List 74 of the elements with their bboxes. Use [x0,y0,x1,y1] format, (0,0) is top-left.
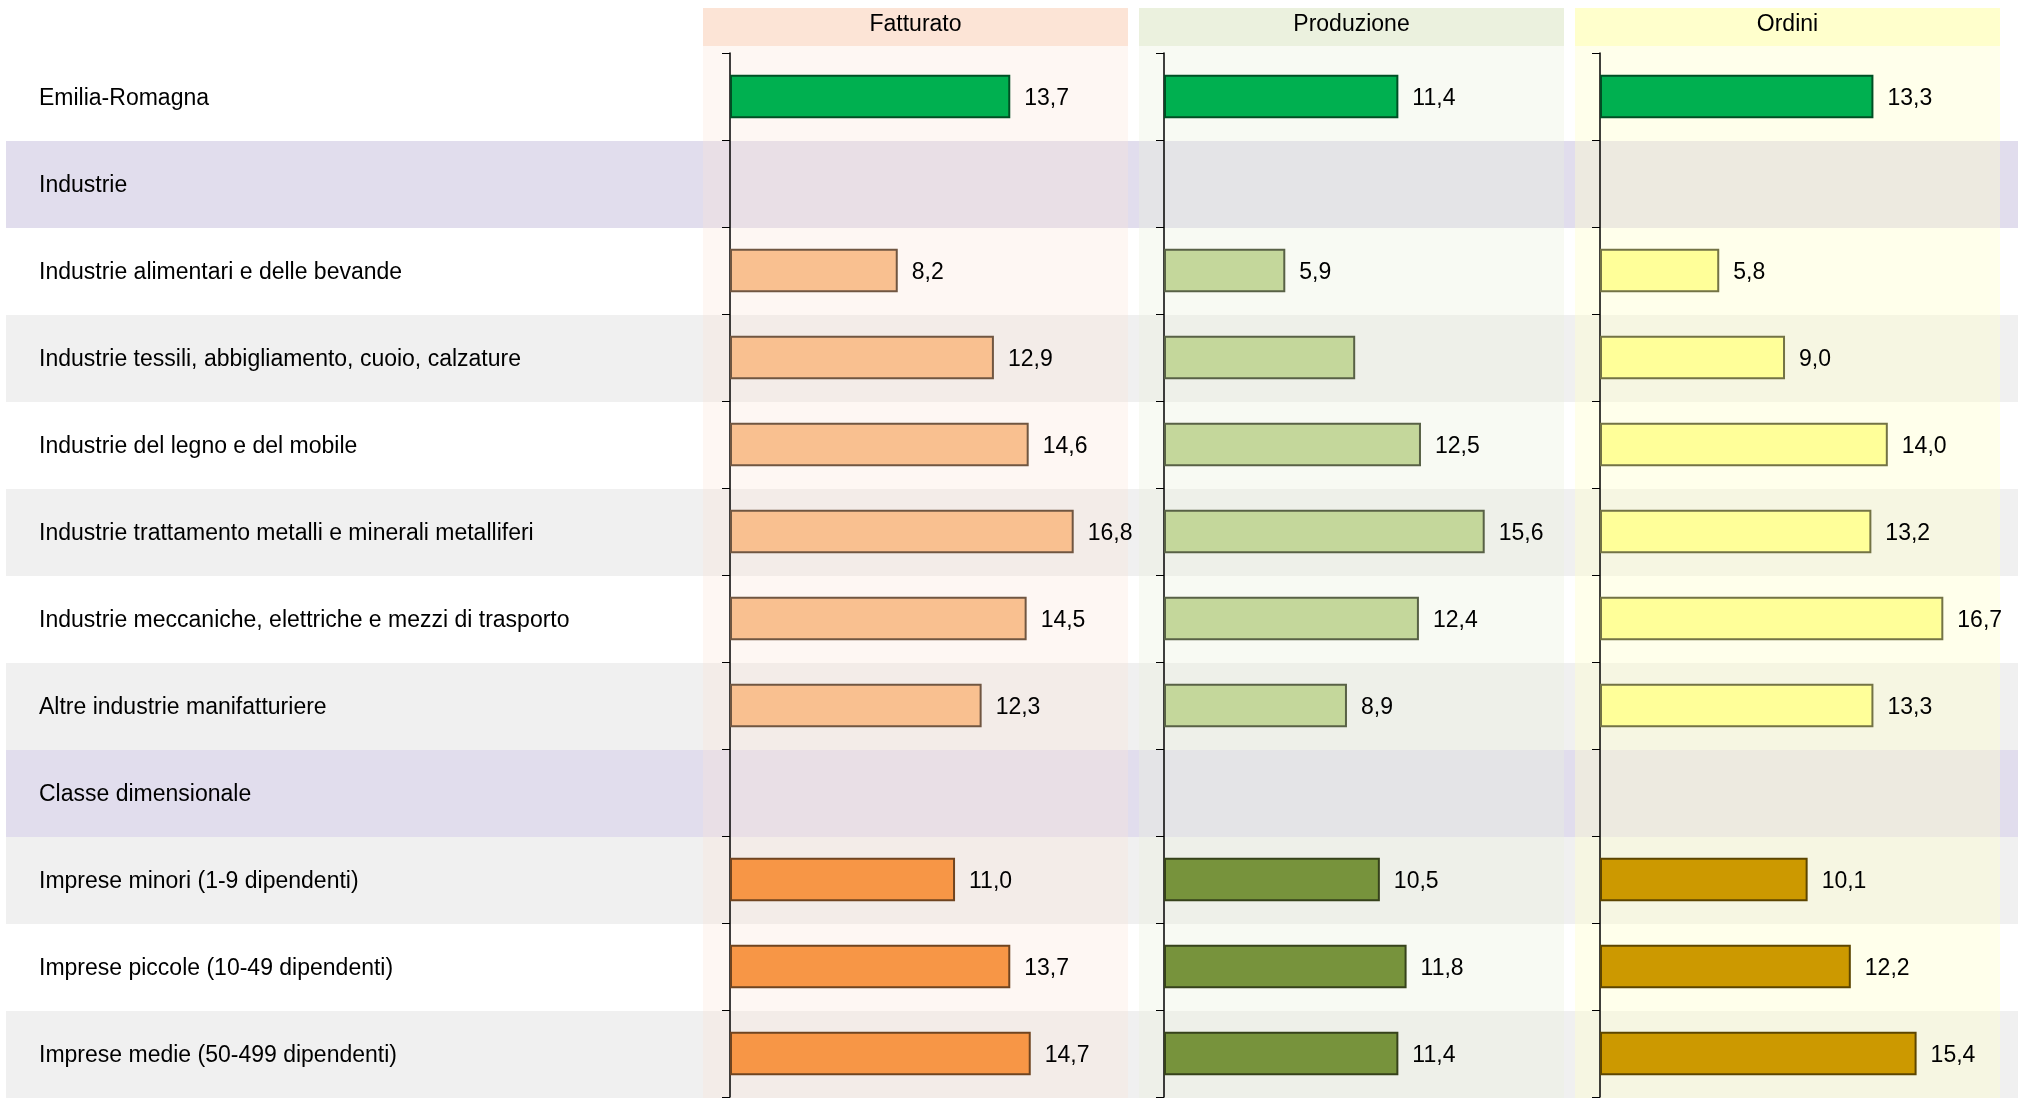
data-label: 5,9 [1299,257,1332,284]
bar [1600,857,1808,902]
bar [1600,596,1944,641]
data-label: 5,8 [1733,257,1766,284]
bar [1164,857,1380,902]
y-tick-label: Industrie [39,170,128,197]
bar [730,335,994,380]
bar [1600,683,1874,728]
data-label: 15,6 [1498,518,1544,545]
data-label: 8,2 [911,257,944,284]
bar [1600,944,1851,989]
y-tick-label: Classe dimensionale [39,779,252,806]
data-label: 12,9 [1007,344,1053,371]
bar [1164,422,1421,467]
data-label: 16,7 [1957,605,2003,632]
bar [730,509,1074,554]
data-label: 13,3 [1887,692,1933,719]
bar [1600,335,1786,380]
chart-title: Fatturato [703,8,1128,46]
y-tick-label: Imprese medie (50-499 dipendenti) [39,1040,397,1067]
data-label: 13,7 [1024,953,1070,980]
data-label: 10,1 [1821,866,1867,893]
bar [1164,509,1485,554]
bar [730,74,1011,119]
bar [1164,944,1407,989]
data-label: 11,0 [969,866,1013,893]
bar [730,422,1029,467]
data-label: 8,9 [1360,692,1393,719]
data-label: 16,8 [1087,518,1133,545]
y-tick-label: Industrie alimentari e delle bevande [39,257,403,284]
bar [1600,422,1888,467]
data-label: 13,7 [1024,83,1070,110]
bar [1600,248,1720,293]
bar [1164,596,1419,641]
data-label: 12,2 [1864,953,1910,980]
bar [1164,74,1399,119]
y-tick-label: Altre industrie manifatturiere [39,692,327,719]
bar [1600,1031,1917,1076]
data-label: 14,5 [1040,605,1086,632]
data-label: 12,5 [1434,431,1480,458]
data-label: 12,4 [1432,605,1478,632]
y-tick-label: Emilia-Romagna [39,83,210,110]
data-label: 12,3 [995,692,1041,719]
y-tick-label: Imprese piccole (10-49 dipendenti) [39,953,394,980]
y-tick-label: Industrie trattamento metalli e minerali metalliferi [39,518,534,545]
y-tick-label: Imprese minori (1-9 dipendenti) [39,866,359,893]
data-label: 14,0 [1901,431,1947,458]
bar [1164,683,1347,728]
data-label: 11,4 [1412,83,1456,110]
data-label: 14,6 [1042,431,1088,458]
y-tick-label: Industrie tessili, abbigliamento, cuoio, calzature [39,344,521,371]
bar [730,248,898,293]
chart-title: Ordini [1575,8,2000,46]
bar [730,1031,1031,1076]
data-label: 13,3 [1887,83,1933,110]
bar [1600,74,1874,119]
data-label: 11,8 [1420,953,1464,980]
bar [1164,1031,1399,1076]
data-label: 11,4 [1412,1040,1456,1067]
bar [730,596,1027,641]
bar [1164,248,1286,293]
bar [1164,335,1356,380]
bar [730,683,982,728]
bar [730,857,956,902]
y-tick-label: Industrie meccaniche, elettriche e mezzi di trasporto [39,605,570,632]
bar [730,944,1011,989]
bar [1600,509,1872,554]
data-label: 9,0 [1799,344,1832,371]
chart-title: Produzione [1139,8,1564,46]
data-label: 15,4 [1930,1040,1976,1067]
data-label: 14,7 [1044,1040,1090,1067]
data-label: 13,2 [1885,518,1931,545]
y-tick-label: Industrie del legno e del mobile [39,431,358,458]
data-label: 10,5 [1393,866,1439,893]
